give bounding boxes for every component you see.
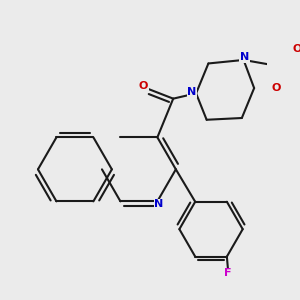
Text: O: O xyxy=(139,81,148,91)
Text: N: N xyxy=(240,52,249,62)
Text: O: O xyxy=(292,44,300,54)
Text: F: F xyxy=(224,268,232,278)
Text: N: N xyxy=(187,87,196,97)
Text: O: O xyxy=(272,83,281,93)
Text: N: N xyxy=(154,199,164,209)
